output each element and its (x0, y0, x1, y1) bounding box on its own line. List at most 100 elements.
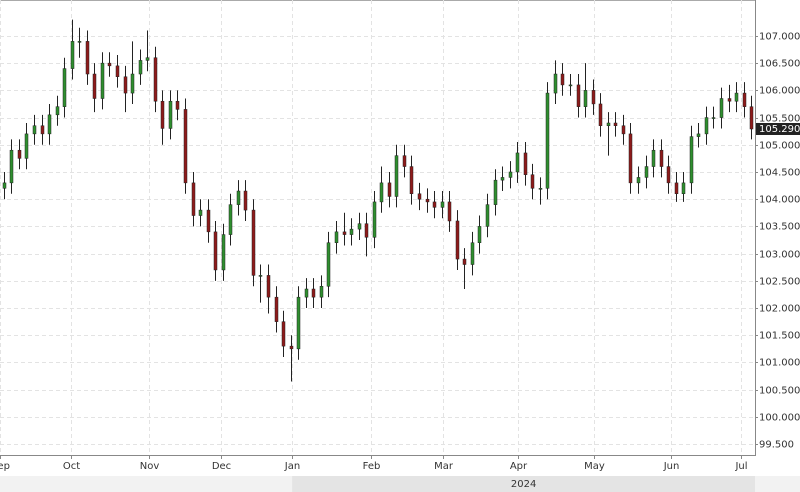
candle-body (402, 155, 407, 167)
y-tick-label: 103.500 (759, 222, 800, 233)
candle-body (485, 204, 490, 227)
x-tick-label: Dec (212, 461, 231, 472)
candle-body (644, 166, 649, 178)
candle-body (447, 201, 452, 222)
x-tick-label: Jun (663, 461, 680, 472)
candle-body (636, 177, 641, 184)
candle-body (606, 122, 611, 126)
candle-body (417, 193, 422, 200)
y-tick-label: 101.500 (759, 331, 800, 342)
candle-body (727, 98, 732, 102)
candle-body (138, 60, 143, 75)
candle-body (228, 204, 233, 235)
y-tick-label: 100.500 (759, 386, 800, 397)
candle-body (258, 275, 263, 277)
candle-body (696, 133, 701, 137)
candle-body (704, 117, 709, 135)
candle-body (145, 57, 150, 61)
candle-body (274, 296, 279, 322)
candle-body (621, 125, 626, 135)
candle-body (538, 188, 543, 190)
candles (2, 19, 754, 382)
candle-body (689, 136, 694, 184)
y-tick-label: 103.000 (759, 250, 800, 261)
candle-body (674, 182, 679, 195)
candle-body (213, 231, 218, 271)
y-tick-label: 106.500 (759, 59, 800, 70)
candle-body (583, 90, 588, 107)
candle-body (32, 125, 37, 135)
candle-body (470, 242, 475, 265)
x-tick-label: Feb (363, 461, 381, 472)
candle-body (168, 100, 173, 129)
x-tick-label: Sep (0, 461, 10, 472)
candle-body (251, 209, 256, 276)
x-tick-label: Jan (284, 461, 300, 472)
candle-body (628, 133, 633, 184)
candle-body (123, 76, 128, 94)
y-tick-label: 104.000 (759, 195, 800, 206)
candle-body (493, 179, 498, 205)
candle-body (221, 234, 226, 271)
candle-body (311, 288, 316, 298)
x-tick-label: Oct (63, 461, 80, 472)
candle-body (206, 209, 211, 233)
candle-body (553, 73, 558, 94)
last-price-box (756, 122, 800, 135)
candle-body (55, 106, 60, 116)
y-tick-label: 100.000 (759, 413, 800, 424)
candle-body (130, 73, 135, 94)
candle-body (17, 149, 22, 159)
candle-body (175, 100, 180, 110)
candle-body (2, 182, 7, 189)
x-tick-label: Mar (434, 461, 454, 472)
y-tick-label: 102.000 (759, 304, 800, 315)
x-tick-label: Apr (510, 461, 528, 472)
y-tick-label: 101.000 (759, 358, 800, 369)
year-label: 2024 (511, 479, 536, 490)
candle-body (153, 57, 158, 102)
candle-body (394, 155, 399, 197)
candle-body (530, 174, 535, 189)
y-tick-label: 102.500 (759, 277, 800, 288)
candle-body (326, 242, 331, 287)
candle-body (349, 228, 354, 235)
year-band-active (292, 476, 755, 492)
candle-body (568, 84, 573, 87)
candle-body (100, 62, 105, 99)
candle-body (236, 190, 241, 205)
candle-body (85, 41, 90, 75)
candle-body (24, 133, 29, 159)
candle-body (455, 220, 460, 260)
candle-body (742, 92, 747, 107)
candle-body (334, 231, 339, 243)
y-tick-label: 99.500 (759, 440, 794, 451)
candle-body (198, 209, 203, 216)
y-tick-label: 106.000 (759, 86, 800, 97)
candle-body (281, 321, 286, 347)
candle-body (409, 166, 414, 195)
candle-body (425, 198, 430, 203)
candle-body (576, 84, 581, 107)
candle-body (92, 73, 97, 99)
candle-body (508, 171, 513, 178)
candle-body (711, 117, 716, 119)
candle-body (545, 92, 550, 189)
candle-body (598, 103, 603, 126)
y-tick-label: 104.500 (759, 168, 800, 179)
candle-body (734, 92, 739, 102)
x-tick-label: Nov (140, 461, 160, 472)
candle-body (9, 149, 14, 184)
candle-body (379, 182, 384, 203)
candle-body (70, 41, 75, 69)
candle-body (191, 182, 196, 216)
candle-body (160, 100, 165, 129)
candle-body (387, 182, 392, 197)
candle-body (115, 65, 120, 77)
candle-body (243, 190, 248, 211)
candle-body (659, 149, 664, 167)
x-tick-label: May (584, 461, 605, 472)
candle-body (515, 152, 520, 173)
